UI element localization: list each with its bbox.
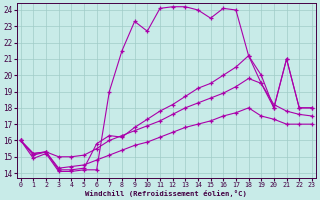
X-axis label: Windchill (Refroidissement éolien,°C): Windchill (Refroidissement éolien,°C) xyxy=(85,190,247,197)
